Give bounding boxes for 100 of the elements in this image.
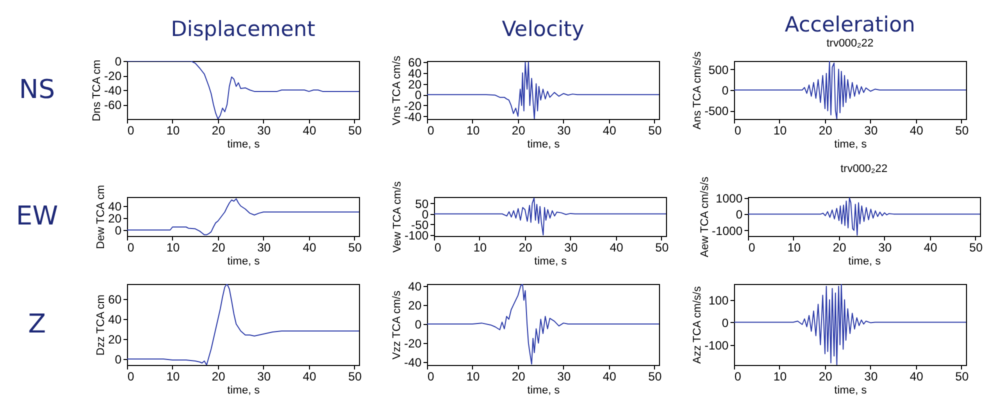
chart-title: Velocity: [502, 16, 584, 41]
x-tick-label: 30: [864, 370, 878, 384]
x-tick-label: 10: [787, 240, 801, 254]
x-tick-label: 10: [166, 124, 180, 138]
x-tick-label: 30: [864, 124, 878, 138]
text: EW: [16, 202, 58, 232]
y-axis-title: Dzz TCA cm: [95, 294, 108, 356]
y-tick-label: 40: [408, 279, 422, 294]
x-tick-label: 0: [128, 240, 134, 254]
line-series: [127, 284, 359, 365]
y-axis-title: Vzz TCA cm/s: [391, 290, 404, 360]
x-axis-title: time, s: [227, 384, 260, 396]
line-series: [127, 198, 359, 236]
line-series: [427, 62, 659, 119]
x-tick-label: 50: [969, 240, 983, 254]
y-tick-label: 100: [708, 293, 729, 308]
y-axis-title: Vew TCA cm/s: [391, 180, 404, 253]
x-axis-title: time, s: [227, 256, 260, 268]
y-axis-title: Azz TCA cm/s/s: [691, 286, 704, 364]
x-axis-title: time, s: [848, 256, 882, 268]
y-axis-title: Dns TCA cm: [91, 60, 104, 122]
y-tick-label: -20: [404, 336, 422, 351]
x-tick-label: 10: [466, 370, 480, 384]
x-tick-label: 20: [512, 370, 526, 384]
x-tick-label: 20: [512, 124, 526, 138]
y-tick-label: 0: [722, 316, 729, 330]
x-tick-label: 30: [257, 240, 271, 254]
x-tick-label: 30: [878, 240, 892, 254]
chart-title: Acceleration: [784, 12, 916, 37]
x-tick-label: 20: [212, 124, 226, 138]
y-tick-label: -100: [704, 338, 729, 352]
y-axis-title: Aew TCA cm/s/s: [698, 176, 711, 258]
y-tick-label: -1000: [712, 224, 743, 238]
chart-subtitle: trv000₂22: [826, 38, 874, 50]
y-tick-label: 0: [736, 208, 743, 222]
y-tick-label: 20: [408, 298, 422, 312]
y-tick-label: -20: [104, 69, 122, 83]
x-tick-label: 0: [128, 370, 134, 384]
text: Z: [28, 310, 46, 340]
y-axis-title: Ans TCA cm/s/s: [691, 50, 704, 130]
x-tick-label: 30: [257, 370, 271, 384]
line-series: [734, 61, 966, 119]
y-tick-label: 0: [114, 352, 122, 366]
x-tick-label: 20: [518, 240, 532, 254]
y-tick-label: 60: [108, 292, 122, 306]
y-tick-label: 20: [108, 332, 122, 346]
x-tick-label: 40: [602, 124, 616, 138]
y-tick-label: 0: [722, 84, 729, 98]
y-tick-label: 40: [108, 312, 122, 326]
y-tick-label: -40: [104, 84, 122, 98]
x-axis-title: time, s: [834, 384, 868, 396]
x-tick-label: 30: [557, 370, 571, 384]
y-tick-label: -40: [404, 356, 422, 370]
x-tick-label: 50: [348, 240, 362, 254]
x-tick-label: 40: [610, 240, 624, 254]
x-tick-label: 20: [212, 240, 226, 254]
y-tick-label: 20: [108, 212, 122, 226]
x-tick-label: 20: [832, 240, 846, 254]
x-tick-label: 50: [648, 370, 662, 384]
x-axis-title: time, s: [527, 138, 560, 150]
x-tick-label: 30: [564, 240, 578, 254]
x-tick-label: 50: [348, 124, 362, 138]
x-tick-label: 10: [773, 370, 787, 384]
x-tick-label: 40: [602, 370, 616, 384]
x-tick-label: 40: [302, 240, 316, 254]
line-series: [734, 284, 966, 365]
x-axis-title: time, s: [534, 256, 568, 268]
y-tick-label: -60: [104, 98, 122, 112]
x-tick-label: 40: [910, 124, 924, 138]
x-tick-label: 10: [466, 124, 480, 138]
y-axis-title: Dew TCA cm: [95, 185, 108, 249]
x-tick-label: 40: [910, 370, 924, 384]
x-tick-label: 40: [302, 124, 316, 138]
y-tick-label: 500: [708, 62, 729, 77]
x-tick-label: 30: [257, 124, 271, 138]
line-series: [427, 284, 659, 365]
line-series: [748, 197, 980, 236]
x-tick-label: 10: [473, 240, 487, 254]
x-tick-label: 0: [748, 240, 756, 254]
x-axis-title: time, s: [527, 384, 560, 396]
x-axis-title: time, s: [227, 138, 260, 150]
x-tick-label: 40: [924, 240, 938, 254]
x-tick-label: 0: [434, 240, 442, 254]
chart-title: trv000₂22: [840, 162, 888, 175]
x-tick-label: 10: [166, 240, 180, 254]
x-tick-label: 20: [212, 370, 226, 384]
x-tick-label: 50: [348, 370, 362, 384]
x-tick-label: 20: [818, 370, 832, 384]
y-axis-title: Vns TCA cm/s: [391, 55, 404, 126]
x-tick-label: 0: [128, 124, 134, 138]
x-tick-label: 50: [955, 370, 969, 384]
x-axis-title: time, s: [834, 138, 868, 150]
x-tick-label: 40: [302, 370, 316, 384]
y-tick-label: -500: [704, 104, 729, 118]
y-tick-label: 1000: [716, 191, 743, 206]
chart-title: Displacement: [170, 17, 316, 41]
x-tick-label: 50: [655, 240, 669, 254]
x-tick-label: 10: [773, 124, 787, 138]
text: NS: [19, 75, 55, 105]
x-tick-label: 10: [166, 370, 180, 384]
